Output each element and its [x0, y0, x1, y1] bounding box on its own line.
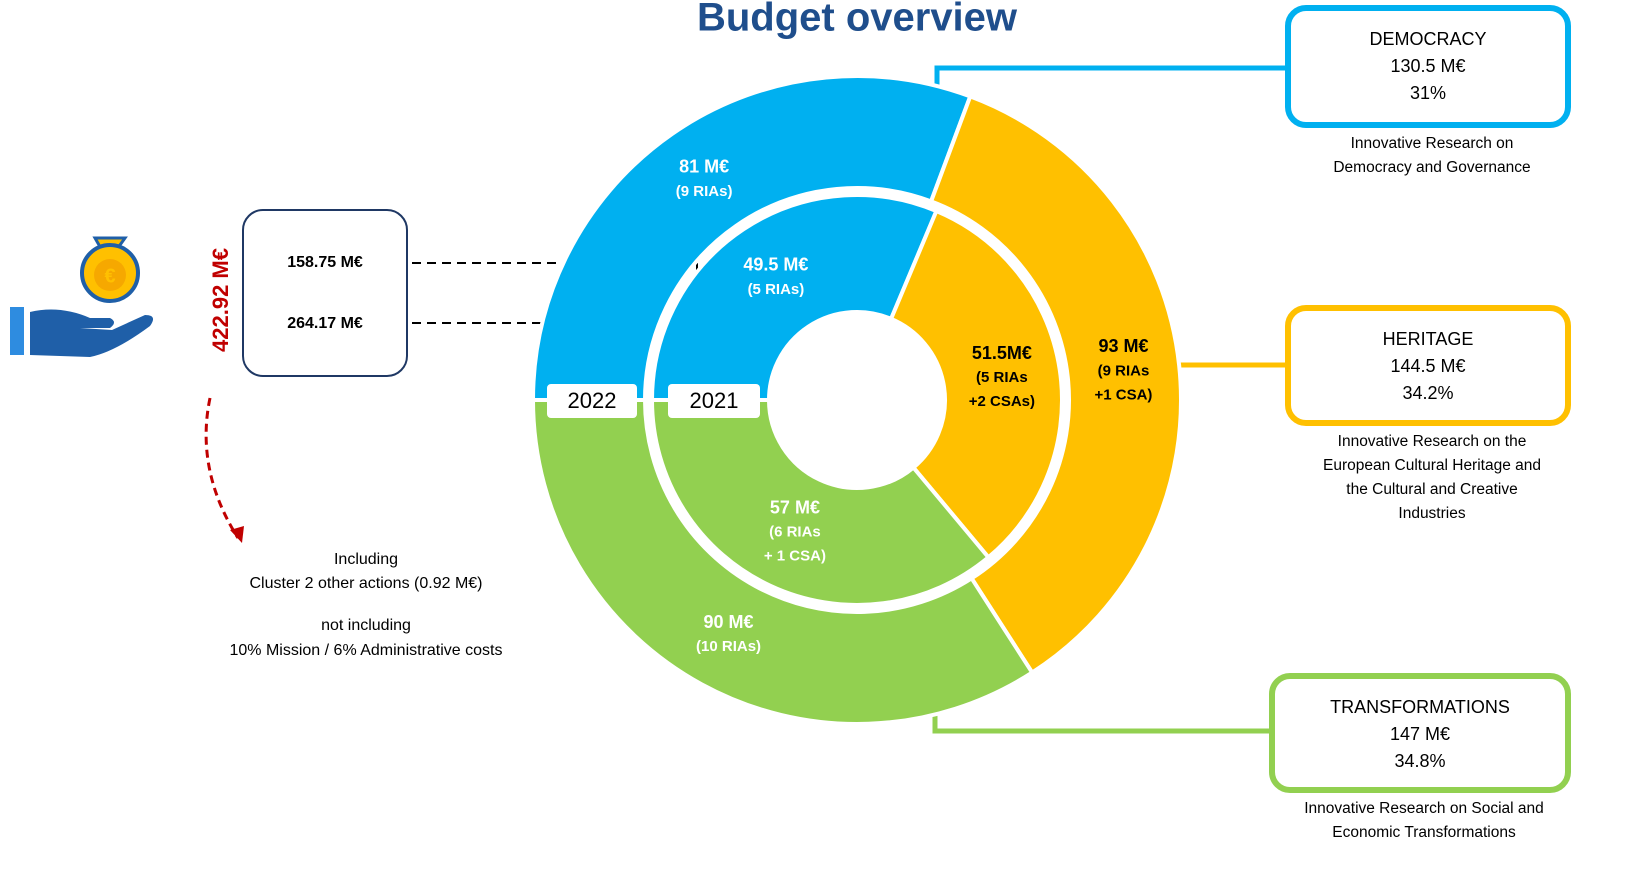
panel-share: 34.8% [1394, 751, 1445, 771]
year-label: 2022 [568, 388, 617, 413]
segment-label: 81 M€ [679, 157, 729, 177]
panel-box [1269, 673, 1571, 793]
arrow [204, 397, 240, 539]
panel-description: the Cultural and Creative [1346, 481, 1517, 498]
segment-note: (9 RIAs [1098, 362, 1150, 379]
panel-description: Innovative Research on [1351, 135, 1514, 152]
panel-description: Innovative Research on Social and [1304, 800, 1544, 817]
panel-amount: 130.5 M€ [1390, 56, 1465, 76]
arrow-head [230, 526, 244, 543]
panel-share: 31% [1410, 83, 1446, 103]
segment-note: (10 RIAs) [696, 638, 761, 655]
donut-segment [888, 208, 1064, 561]
year-total: 158.75 M€ [287, 254, 363, 271]
year-box [547, 384, 637, 418]
year-total: 264.17 M€ [287, 315, 363, 332]
panel-amount: 144.5 M€ [1390, 356, 1465, 376]
segment-label: 93 M€ [1098, 336, 1148, 356]
footnote: not including [321, 617, 411, 634]
money-icon: € [10, 236, 154, 357]
panel-description: Economic Transformations [1332, 824, 1516, 841]
donut-segment [928, 93, 1183, 676]
panel-name: TRANSFORMATIONS [1330, 697, 1510, 717]
year-label: 2021 [690, 388, 739, 413]
panel-name: DEMOCRACY [1369, 29, 1486, 49]
panel-name: HERITAGE [1383, 329, 1474, 349]
panels: DEMOCRACY 130.5 M€ 31% Innovative Research … [1269, 5, 1571, 841]
donut-segment [530, 398, 1035, 726]
year-box [668, 384, 760, 418]
footnote: Cluster 2 other actions (0.92 M€) [250, 575, 483, 592]
segment-note: (5 RIAs [976, 369, 1028, 386]
segment-note: (9 RIAs) [676, 183, 733, 200]
segment-label: 51.5M€ [972, 343, 1032, 363]
panel-share: 34.2% [1402, 383, 1453, 403]
segment-label: 90 M€ [704, 612, 754, 632]
panel-description: Democracy and Governance [1333, 159, 1530, 176]
segment-note: +2 CSAs) [969, 393, 1035, 410]
panel-description: Innovative Research on the [1338, 433, 1527, 450]
year-total-box [242, 209, 408, 377]
panel-description: European Cultural Heritage and [1323, 457, 1541, 474]
segment-note: +1 CSA) [1094, 386, 1152, 403]
svg-text:€: € [104, 265, 115, 287]
segment-label: 57 M€ [770, 497, 820, 517]
donut: 81 M€ (9 RIAs) 93 M€ (9 RIAs +1 CSA) 90 M€ (10… [530, 74, 1183, 726]
donut-segment [649, 193, 940, 402]
donut-segment [530, 74, 973, 402]
segment-note: (6 RIAs [769, 524, 821, 541]
segment-note: (5 RIAs) [748, 281, 805, 298]
donut-segment [649, 398, 992, 607]
footnote: 10% Mission / 6% Administrative costs [230, 642, 503, 659]
total: 422.92 M€ [208, 248, 233, 352]
title: Budget overview [697, 0, 1018, 40]
panel-amount: 147 M€ [1390, 724, 1450, 744]
panel-description: Industries [1398, 505, 1465, 522]
panel-box [1285, 5, 1571, 128]
segment-label: 49.5 M€ [743, 255, 808, 275]
footnote: Including [334, 551, 398, 568]
segment-note: + 1 CSA) [764, 548, 826, 565]
panel-box [1285, 305, 1571, 426]
